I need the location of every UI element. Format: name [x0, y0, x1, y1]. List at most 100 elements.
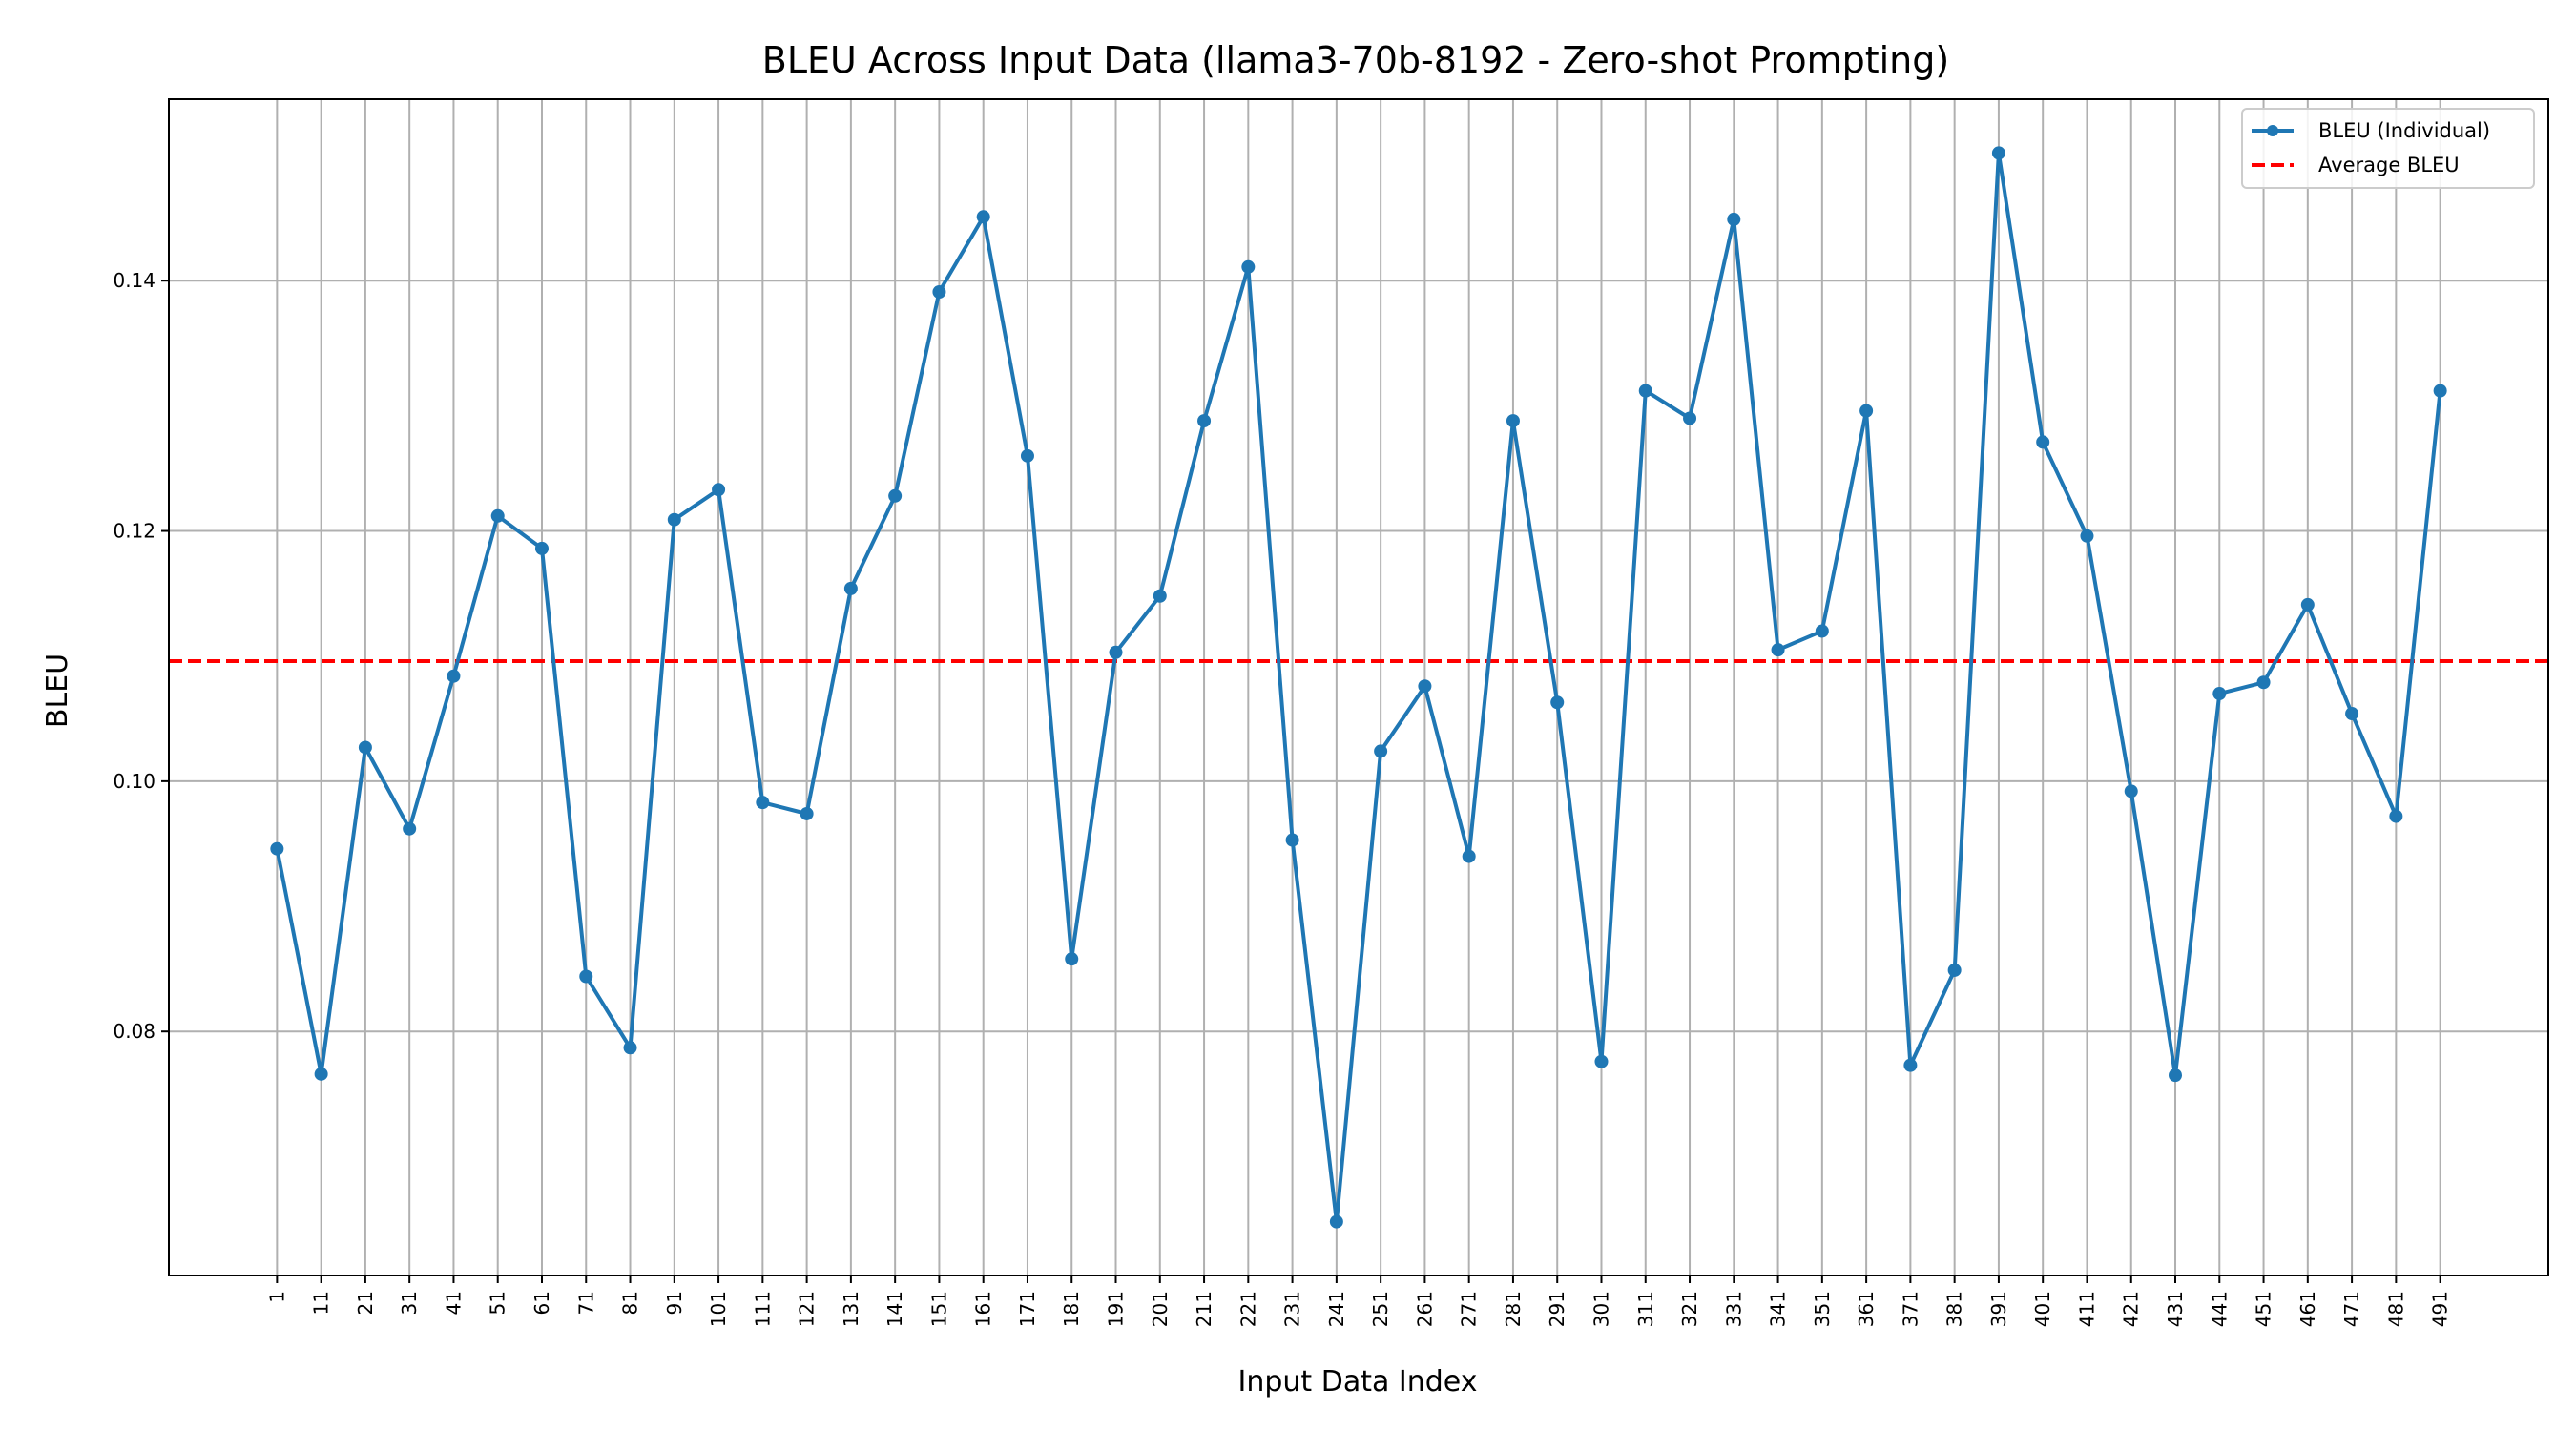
bleu-data-point — [1683, 411, 1697, 425]
x-tick-label: 61 — [530, 1291, 553, 1315]
bleu-data-point — [2300, 597, 2315, 612]
legend-label-average: Average BLEU — [2318, 154, 2460, 176]
bleu-data-point — [358, 740, 372, 755]
bleu-data-point — [1506, 414, 1520, 428]
bleu-data-point — [579, 969, 593, 984]
plot-frame — [168, 98, 2549, 1276]
bleu-data-point — [1418, 679, 1432, 694]
bleu-data-point — [1020, 448, 1034, 463]
x-tick-label: 491 — [2429, 1291, 2452, 1327]
x-tick-label: 341 — [1767, 1291, 1790, 1327]
x-tick-label: 101 — [707, 1291, 730, 1327]
x-tick-label: 391 — [1987, 1291, 2010, 1327]
x-axis-label: Input Data Index — [1238, 1365, 1478, 1399]
bleu-data-point — [1638, 384, 1652, 398]
bleu-data-point — [1947, 963, 1962, 977]
bleu-data-point — [843, 581, 858, 595]
x-tick-label: 321 — [1678, 1291, 1701, 1327]
x-tick-label: 31 — [398, 1291, 421, 1315]
x-tick-label: 181 — [1060, 1291, 1083, 1327]
x-tick-label: 241 — [1325, 1291, 1348, 1327]
bleu-data-point — [447, 669, 461, 683]
bleu-data-point — [1241, 259, 1256, 274]
bleu-data-point — [1991, 146, 2005, 160]
x-tick-label: 21 — [354, 1291, 377, 1315]
legend: BLEU (Individual) Average BLEU — [2241, 108, 2535, 189]
x-tick-label: 311 — [1634, 1291, 1657, 1327]
x-tick-label: 171 — [1016, 1291, 1039, 1327]
bleu-data-point — [1859, 404, 1874, 418]
x-tick-label: 471 — [2340, 1291, 2363, 1327]
x-tick-label: 41 — [442, 1291, 465, 1315]
bleu-data-point — [270, 841, 284, 856]
x-tick-label: 481 — [2384, 1291, 2407, 1327]
bleu-data-point — [1329, 1214, 1343, 1229]
x-axis-ticks: 1 11 21 31 41 51 61 71 81 91 101 111 121 131 141 151 161… — [265, 1275, 2452, 1327]
x-tick-label: 331 — [1722, 1291, 1745, 1327]
bleu-data-point — [1153, 589, 1167, 603]
chart-title: BLEU Across Input Data (llama3-70b-8192 … — [762, 39, 1949, 81]
legend-label-individual: BLEU (Individual) — [2318, 119, 2490, 142]
x-tick-label: 1 — [265, 1291, 288, 1303]
bleu-data-point — [1727, 212, 1741, 226]
bleu-data-point — [1550, 695, 1565, 710]
x-tick-label: 421 — [2120, 1291, 2143, 1327]
bleu-data-point — [1462, 849, 1476, 863]
x-tick-label: 281 — [1502, 1291, 1525, 1327]
bleu-data-point — [800, 806, 814, 820]
bleu-data-point — [1374, 744, 1388, 758]
x-tick-label: 211 — [1193, 1291, 1215, 1327]
x-tick-label: 131 — [840, 1291, 862, 1327]
bleu-data-point — [403, 821, 417, 836]
bleu-data-point — [712, 483, 726, 497]
bleu-data-point — [623, 1041, 637, 1055]
x-tick-label: 141 — [883, 1291, 906, 1327]
bleu-data-point — [2169, 1068, 2183, 1083]
bleu-data-point — [932, 285, 946, 300]
bleu-data-point — [2345, 707, 2359, 721]
bleu-data-point — [1903, 1058, 1918, 1072]
bleu-data-point — [2389, 809, 2403, 823]
x-tick-label: 191 — [1105, 1291, 1128, 1327]
bleu-data-point — [490, 508, 505, 523]
legend-marker-individual — [2267, 125, 2278, 136]
x-tick-label: 431 — [2164, 1291, 2187, 1327]
x-tick-label: 441 — [2208, 1291, 2231, 1327]
bleu-data-point — [1771, 643, 1785, 657]
x-tick-label: 301 — [1589, 1291, 1612, 1327]
bleu-data-point — [2080, 529, 2094, 543]
x-tick-label: 11 — [310, 1291, 333, 1315]
x-tick-label: 411 — [2075, 1291, 2098, 1327]
bleu-data-point — [1285, 833, 1299, 847]
grid-lines — [169, 99, 2548, 1275]
x-tick-label: 351 — [1811, 1291, 1834, 1327]
y-axis-label: BLEU — [41, 653, 74, 728]
bleu-data-point — [2036, 435, 2050, 449]
x-tick-label: 51 — [487, 1291, 509, 1315]
bleu-data-point — [667, 512, 681, 527]
bleu-data-point — [888, 488, 903, 503]
bleu-data-point — [314, 1067, 328, 1081]
series-layer — [270, 146, 2447, 1229]
bleu-data-point — [1594, 1054, 1609, 1068]
x-tick-label: 221 — [1236, 1291, 1259, 1327]
x-tick-label: 91 — [663, 1291, 686, 1315]
x-tick-label: 121 — [796, 1291, 819, 1327]
bleu-data-point — [1197, 414, 1212, 428]
bleu-individual-line — [275, 151, 2442, 1224]
bleu-data-point — [2124, 784, 2138, 798]
x-tick-label: 401 — [2031, 1291, 2054, 1327]
legend-box — [2241, 108, 2535, 189]
bleu-data-point — [2212, 687, 2227, 701]
x-tick-label: 261 — [1413, 1291, 1436, 1327]
bleu-data-point — [1109, 645, 1123, 659]
x-tick-label: 251 — [1369, 1291, 1392, 1327]
x-tick-label: 361 — [1855, 1291, 1878, 1327]
x-tick-label: 291 — [1546, 1291, 1568, 1327]
x-tick-label: 451 — [2253, 1291, 2275, 1327]
y-tick-label: 0.08 — [113, 1020, 156, 1043]
x-tick-label: 81 — [619, 1291, 642, 1315]
bleu-data-point — [756, 796, 770, 810]
